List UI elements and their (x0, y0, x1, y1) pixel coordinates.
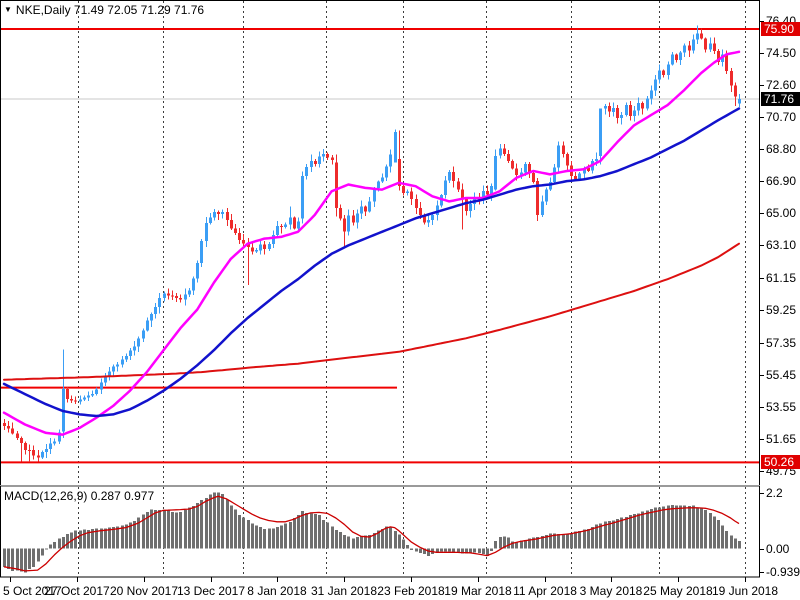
date-label: 23 Feb 2018 (377, 584, 445, 598)
price-marker-badge: 50.26 (761, 455, 800, 469)
symbol-ohlc-text: NKE,Daily 71.49 72.05 71.29 71.76 (15, 3, 205, 17)
date-label: 19 Mar 2018 (444, 584, 512, 598)
price-tick-label: 70.70 (766, 110, 797, 124)
date-label: 20 Nov 2017 (109, 584, 179, 598)
price-tick-label: 55.45 (766, 368, 797, 382)
price-tick-label: 66.90 (766, 174, 797, 188)
chevron-down-icon: ▼ (4, 5, 12, 14)
symbol-ohlc-label: ▼ NKE,Daily 71.49 72.05 71.29 71.76 (4, 3, 204, 17)
date-label: 3 May 2018 (579, 584, 643, 598)
price-tick-label: 68.80 (766, 142, 797, 156)
price-tick-label: 72.60 (766, 78, 797, 92)
date-label: 25 May 2018 (643, 584, 713, 598)
macd-values: 0.287 0.977 (90, 489, 155, 503)
price-tick-label: 74.50 (766, 46, 797, 60)
date-label: 19 Jun 2018 (711, 584, 779, 598)
date-label: 13 Dec 2017 (176, 584, 246, 598)
date-label: 5 Oct 2017 (3, 584, 62, 598)
macd-indicator-label: MACD(12,26,9) 0.287 0.977 (4, 489, 154, 503)
price-tick-label: 63.10 (766, 238, 797, 252)
price-tick-label: 59.25 (766, 303, 797, 317)
macd-histogram (3, 492, 741, 573)
price-tick-label: 61.15 (766, 271, 797, 285)
date-label: 31 Jan 2018 (310, 584, 378, 598)
price-marker-badge: 75.90 (761, 22, 800, 36)
date-label: 8 Jan 2018 (247, 584, 307, 598)
macd-tick-label: 2.2 (766, 486, 783, 500)
macd-name: MACD(12,26,9) (4, 489, 88, 503)
price-tick-label: 57.35 (766, 336, 797, 350)
macd-tick-label: 0.00 (766, 542, 790, 556)
price-marker-badge: 71.76 (761, 92, 800, 106)
date-label: 11 Apr 2018 (513, 584, 577, 598)
macd-signal-line (3, 495, 740, 572)
candles (3, 25, 741, 462)
date-label: 27 Oct 2017 (44, 584, 110, 598)
price-tick-label: 53.55 (766, 400, 797, 414)
macd-tick-label: -0.939 (766, 565, 800, 579)
price-tick-label: 51.65 (766, 432, 797, 446)
price-tick-label: 65.00 (766, 206, 797, 220)
